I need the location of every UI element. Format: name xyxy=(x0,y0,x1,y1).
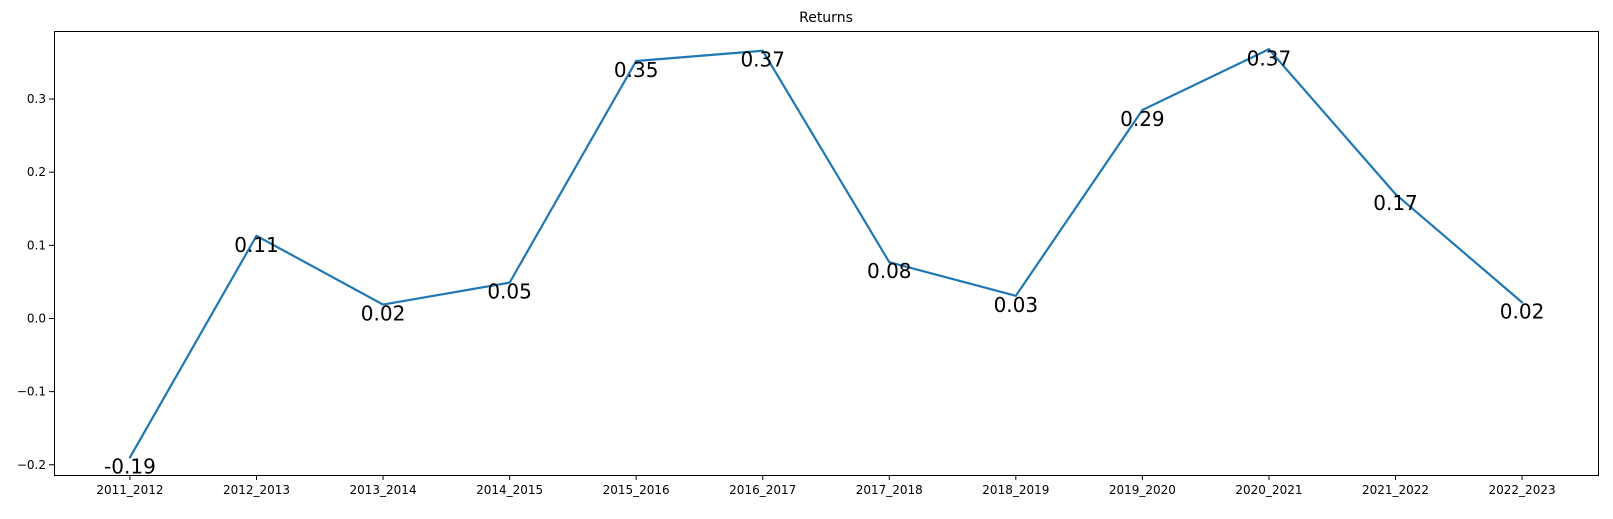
data-label: 0.02 xyxy=(1500,299,1545,323)
data-point xyxy=(888,261,891,264)
x-tick-label: 2018_2019 xyxy=(982,483,1049,497)
x-tick-label: 2017_2018 xyxy=(856,483,923,497)
data-label: 0.29 xyxy=(1120,107,1165,131)
plot-area-frame xyxy=(54,31,1599,476)
data-point xyxy=(1141,108,1144,112)
series-group xyxy=(128,48,1524,459)
data-label: -0.19 xyxy=(104,454,156,478)
y-tick-label: 0.1 xyxy=(27,238,46,252)
data-label: 0.35 xyxy=(614,58,659,82)
x-tick-label: 2022_2023 xyxy=(1489,483,1556,497)
x-tick-label: 2013_2014 xyxy=(350,483,417,497)
x-axis: 2011_2012 2012_2013 2013_2014 2014_2015 2015… xyxy=(96,475,1556,497)
data-label: 0.17 xyxy=(1373,191,1418,215)
data-label: 0.37 xyxy=(740,48,785,72)
data-point xyxy=(761,49,764,52)
x-tick-label: 2020_2021 xyxy=(1235,483,1302,497)
data-label: 0.08 xyxy=(867,259,912,283)
x-tick-label: 2015_2016 xyxy=(603,483,670,497)
data-label: 0.03 xyxy=(994,293,1039,317)
y-tick-label: 0.3 xyxy=(27,92,46,106)
y-axis: −0.2 −0.1 0.0 0.1 0.2 0.3 xyxy=(17,92,54,472)
x-tick-label: 2014_2015 xyxy=(476,483,543,497)
y-tick-label: −0.1 xyxy=(17,385,46,399)
data-point xyxy=(1014,294,1017,297)
series-line xyxy=(128,48,1523,458)
y-tick-label: 0.0 xyxy=(27,311,46,325)
data-point xyxy=(1394,193,1397,196)
data-point xyxy=(381,303,385,306)
x-tick-label: 2012_2013 xyxy=(223,483,290,497)
data-point xyxy=(508,281,511,284)
data-point xyxy=(128,456,132,459)
data-labels-group: -0.19 0.11 0.02 0.05 0.35 0.37 0.08 0.03 0.29 0.3… xyxy=(104,46,1544,478)
x-tick-label: 2021_2022 xyxy=(1362,483,1429,497)
y-tick-label: 0.2 xyxy=(27,165,46,179)
data-label: 0.05 xyxy=(487,280,532,304)
data-point xyxy=(635,59,638,63)
y-tick-label: −0.2 xyxy=(17,458,46,472)
data-point xyxy=(255,234,258,237)
data-point xyxy=(1520,301,1524,304)
x-tick-label: 2011_2012 xyxy=(96,483,163,497)
data-label: 0.02 xyxy=(361,302,406,326)
data-point xyxy=(1267,48,1271,51)
data-label: 0.11 xyxy=(234,233,279,257)
data-label: 0.37 xyxy=(1247,46,1292,70)
chart-title: Returns xyxy=(799,10,853,26)
x-tick-label: 2019_2020 xyxy=(1109,483,1176,497)
x-tick-label: 2016_2017 xyxy=(729,483,796,497)
